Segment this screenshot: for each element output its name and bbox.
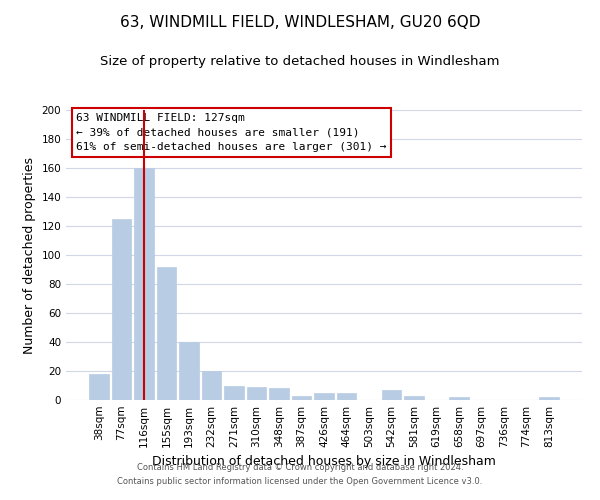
Text: 63 WINDMILL FIELD: 127sqm
← 39% of detached houses are smaller (191)
61% of semi: 63 WINDMILL FIELD: 127sqm ← 39% of detac… bbox=[76, 113, 387, 152]
Text: Contains public sector information licensed under the Open Government Licence v3: Contains public sector information licen… bbox=[118, 477, 482, 486]
Bar bbox=[89, 374, 109, 400]
Bar bbox=[134, 168, 154, 400]
Bar bbox=[269, 388, 289, 400]
Bar bbox=[314, 393, 334, 400]
Y-axis label: Number of detached properties: Number of detached properties bbox=[23, 156, 36, 354]
Bar bbox=[247, 387, 266, 400]
Bar bbox=[449, 397, 469, 400]
Bar bbox=[179, 342, 199, 400]
Bar bbox=[292, 396, 311, 400]
Bar bbox=[202, 371, 221, 400]
Bar bbox=[157, 266, 176, 400]
X-axis label: Distribution of detached houses by size in Windlesham: Distribution of detached houses by size … bbox=[152, 456, 496, 468]
Bar bbox=[382, 390, 401, 400]
Bar bbox=[539, 397, 559, 400]
Bar bbox=[337, 393, 356, 400]
Text: 63, WINDMILL FIELD, WINDLESHAM, GU20 6QD: 63, WINDMILL FIELD, WINDLESHAM, GU20 6QD bbox=[120, 15, 480, 30]
Bar bbox=[404, 396, 424, 400]
Bar bbox=[224, 386, 244, 400]
Bar bbox=[112, 219, 131, 400]
Text: Size of property relative to detached houses in Windlesham: Size of property relative to detached ho… bbox=[100, 55, 500, 68]
Text: Contains HM Land Registry data © Crown copyright and database right 2024.: Contains HM Land Registry data © Crown c… bbox=[137, 464, 463, 472]
